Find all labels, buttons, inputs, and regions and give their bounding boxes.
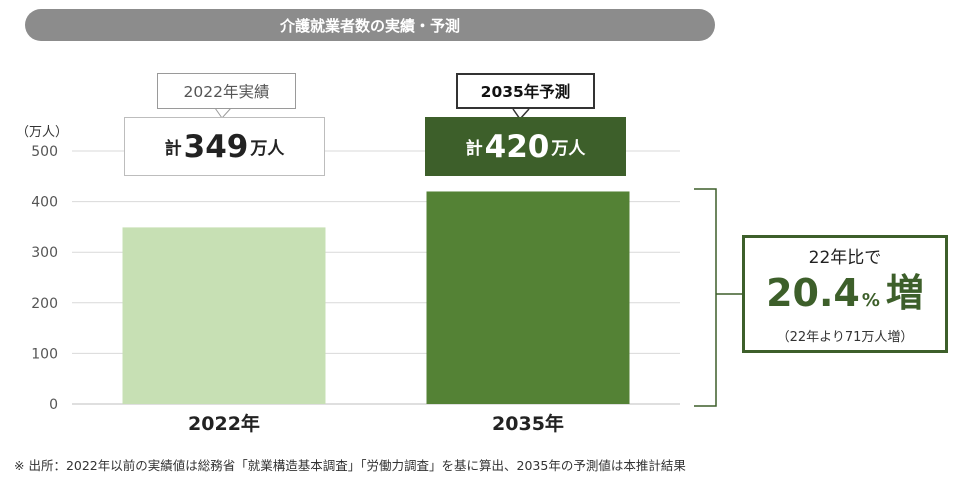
y-tick-label: 100 [31,346,58,362]
y-tick-label: 300 [31,245,58,261]
growth-callout: 22年比で 20.4% 増 （22年より71万人増） [742,235,948,353]
x-tick-label: 2035年 [492,412,564,435]
bar-2035-total-label: 計 420 万人 [425,117,626,176]
bars [122,191,630,404]
bracket [694,188,717,407]
bar-2022-total-label: 計 349 万人 [124,117,325,176]
chart-title-text: 介護就業者数の実績・予測 [279,16,460,35]
callout-heading: 22年比で [808,248,882,268]
callout-value: 20.4 [766,271,860,315]
callout-percent: % [861,290,880,311]
y-tick-label: 0 [49,397,58,413]
callout-value-row: 20.4% 増 [766,270,924,324]
bar-2022-tag: 2022年実績 [157,73,296,109]
chart-title: 介護就業者数の実績・予測 [25,9,715,41]
y-tick-label: 400 [31,195,58,211]
callout-sub: （22年より71万人増） [776,330,914,345]
callout-suffix: 増 [885,271,924,315]
bar-2035-tag: 2035年予測 [456,73,595,109]
y-axis-unit-label: （万人） [16,125,68,140]
bar-2035年 [426,191,630,404]
y-tick-label: 200 [31,296,58,312]
footnote: ※ 出所：2022年以前の実績値は総務省「就業構造基本調査」「労働力調査」を基に… [14,458,686,473]
bar-2022年 [122,227,326,404]
y-tick-label: 500 [31,144,58,160]
x-tick-labels: 2022年 2035年 [188,412,564,435]
y-tick-labels: 0 100 200 300 400 500 [31,144,58,413]
x-tick-label: 2022年 [188,412,260,435]
